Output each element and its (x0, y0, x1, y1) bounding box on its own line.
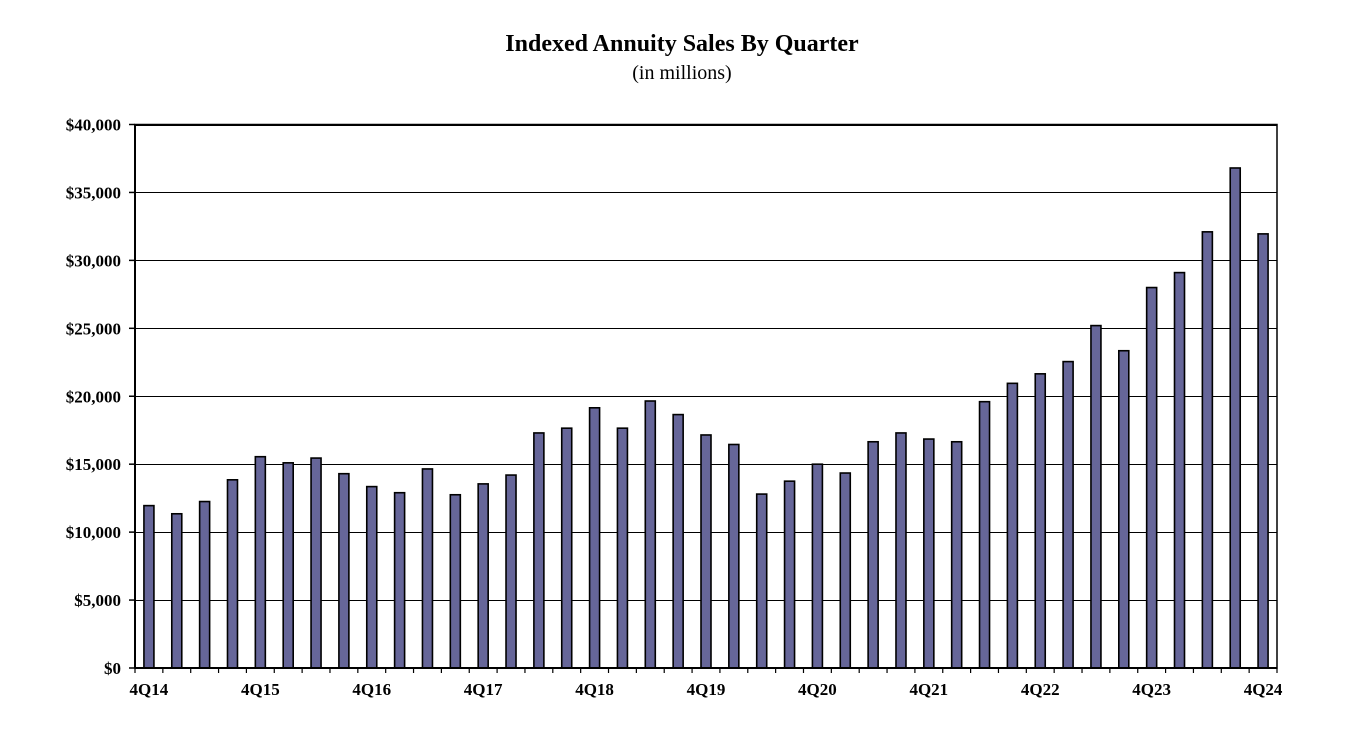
bar-3Q18 (560, 427, 573, 669)
bar-1Q22 (950, 440, 963, 669)
bar-3Q23 (1118, 349, 1130, 669)
y-tick-label: $20,000 (66, 387, 121, 406)
chart-subtitle: (in millions) (632, 62, 732, 84)
x-tick-label: 4Q14 (130, 680, 169, 699)
bar-1Q16 (282, 462, 295, 669)
x-tick-label: 4Q15 (241, 680, 280, 699)
bar-2Q16 (310, 457, 322, 669)
bar-4Q24 (1257, 233, 1269, 669)
x-tick-label: 4Q22 (1021, 680, 1060, 699)
y-tick-label: $35,000 (66, 183, 121, 202)
y-tick-label: $15,000 (66, 455, 121, 474)
x-tick-label: 4Q17 (464, 680, 503, 699)
bar-3Q19 (672, 413, 684, 669)
bar-4Q15 (254, 455, 267, 669)
bar-4Q20 (811, 463, 824, 669)
bar-1Q17 (393, 491, 406, 669)
x-tick-label: 4Q21 (909, 680, 948, 699)
bar-3Q17 (449, 493, 462, 669)
bar-4Q21 (923, 438, 935, 669)
bar-2Q20 (755, 493, 768, 669)
bar-3Q15 (226, 479, 239, 669)
bar-1Q19 (616, 427, 629, 669)
bar-2Q23 (1090, 324, 1102, 669)
y-tick-label: $40,000 (66, 116, 121, 135)
bar-1Q18 (505, 474, 517, 669)
bar-3Q22 (1006, 382, 1019, 669)
bar-4Q16 (365, 485, 378, 669)
bar-4Q22 (1034, 373, 1047, 669)
y-tick-label: $5,000 (74, 591, 121, 610)
bar-3Q16 (338, 472, 350, 669)
x-tick-label: 4Q19 (687, 680, 726, 699)
y-tick-label: $30,000 (66, 251, 121, 270)
bar-4Q23 (1145, 286, 1158, 669)
y-tick-label: $10,000 (66, 523, 121, 542)
bar-2Q19 (644, 400, 657, 669)
bar-4Q19 (700, 434, 712, 669)
bar-4Q18 (588, 406, 601, 669)
bar-1Q23 (1062, 360, 1074, 669)
bar-1Q21 (839, 472, 852, 669)
chart-title: Indexed Annuity Sales By Quarter (505, 31, 859, 57)
y-tick-label: $0 (104, 659, 121, 678)
x-axis-ticks: 4Q14 4Q15 4Q16 4Q17 4Q18 4Q19 4Q20 4Q21 4Q22 4Q23… (130, 668, 1283, 699)
bar-1Q24 (1173, 271, 1186, 669)
bar-3Q24 (1229, 167, 1242, 669)
x-tick-label: 4Q20 (798, 680, 837, 699)
bar-2Q21 (867, 440, 879, 669)
bar-2Q15 (198, 500, 211, 669)
bar-3Q20 (783, 480, 796, 669)
bar-4Q14 (143, 504, 155, 669)
y-axis-ticks: $0 $5,000 $10,000 $15,000 $20,000 $25,000 $30,… (66, 116, 135, 678)
x-tick-label: 4Q23 (1132, 680, 1171, 699)
bar-2Q17 (421, 468, 434, 669)
x-tick-label: 4Q18 (575, 680, 614, 699)
bar-2Q22 (978, 400, 991, 669)
x-tick-label: 4Q24 (1244, 680, 1283, 699)
y-tick-label: $25,000 (66, 319, 121, 338)
bar-1Q15 (170, 512, 183, 669)
x-tick-label: 4Q16 (352, 680, 391, 699)
bar-4Q17 (477, 483, 489, 669)
bar-3Q21 (895, 432, 907, 669)
bar-2Q24 (1201, 231, 1214, 669)
bar-2Q18 (533, 432, 545, 669)
bar-1Q20 (728, 443, 740, 669)
bars (143, 167, 1269, 669)
